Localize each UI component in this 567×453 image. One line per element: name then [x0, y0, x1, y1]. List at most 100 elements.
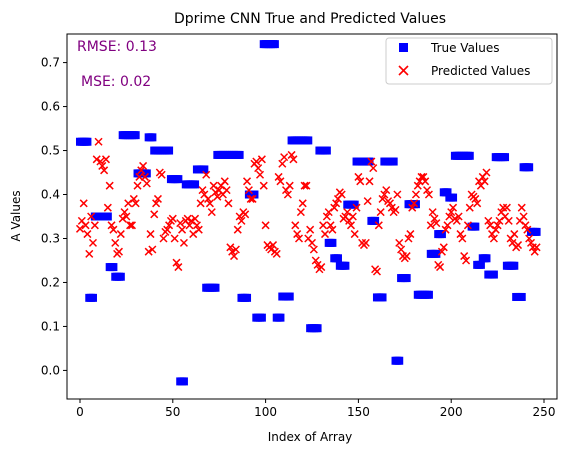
- predicted-value-point: [460, 252, 469, 261]
- true-value-point: [432, 249, 441, 258]
- predicted-value-point: [491, 225, 500, 234]
- legend-label-predicted: Predicted Values: [431, 64, 530, 78]
- predicted-value-point: [226, 243, 235, 252]
- predicted-value-point: [324, 208, 333, 217]
- predicted-value-point: [246, 194, 255, 203]
- predicted-value-point: [363, 197, 372, 206]
- predicted-value-point: [127, 221, 136, 230]
- predicted-value-point: [456, 230, 465, 239]
- predicted-value-point: [268, 241, 278, 250]
- predicted-value-point: [445, 212, 454, 221]
- predicted-value-point: [311, 256, 320, 265]
- x-axis-label: Index of Array: [268, 430, 353, 444]
- predicted-value-point: [285, 181, 294, 190]
- true-value-point: [83, 137, 92, 146]
- predicted-value-point: [129, 194, 138, 203]
- predicted-value-point: [372, 267, 381, 276]
- predicted-value-point: [255, 170, 265, 179]
- predicted-value-point: [176, 219, 185, 228]
- predicted-value-point: [248, 194, 257, 203]
- predicted-value-point: [465, 203, 474, 212]
- predicted-value-point: [428, 208, 437, 217]
- predicted-value-point: [354, 172, 363, 181]
- true-value-point: [365, 157, 374, 166]
- predicted-value-point: [267, 245, 276, 254]
- y-tick-label: 0.2: [41, 275, 60, 289]
- true-value-point: [109, 263, 118, 272]
- predicted-value-point: [320, 230, 330, 239]
- predicted-value-point: [259, 181, 268, 190]
- true-value-point: [341, 261, 350, 270]
- predicted-value-point: [462, 256, 471, 265]
- predicted-value-point: [447, 208, 456, 217]
- legend-box: [385, 37, 553, 85]
- predicted-value-point: [228, 247, 237, 256]
- true-value-point: [328, 238, 337, 247]
- predicted-value-point: [404, 234, 413, 243]
- true-value-point: [257, 313, 266, 322]
- true-value-point: [437, 230, 446, 239]
- predicted-value-point: [192, 221, 201, 230]
- true-value-point: [211, 283, 220, 292]
- x-tick-label: 50: [165, 405, 180, 419]
- predicted-value-point: [424, 190, 433, 199]
- predicted-value-point: [397, 245, 406, 254]
- legend-label-true: True Values: [430, 41, 500, 55]
- predicted-value-point: [105, 181, 114, 190]
- predicted-value-point: [231, 245, 240, 254]
- predicted-value-point: [150, 210, 159, 219]
- predicted-value-point: [185, 221, 194, 230]
- predicted-values-series: [75, 137, 541, 276]
- predicted-value-point: [326, 221, 335, 230]
- predicted-value-point: [365, 177, 374, 186]
- legend: True Values Predicted Values: [385, 37, 553, 85]
- predicted-value-point: [85, 249, 94, 258]
- y-tick-label: 0.0: [41, 363, 60, 377]
- predicted-value-point: [224, 199, 233, 208]
- predicted-value-point: [87, 212, 96, 221]
- predicted-value-point: [254, 164, 263, 173]
- predicted-value-point: [452, 216, 461, 225]
- predicted-value-point: [510, 230, 519, 239]
- predicted-value-point: [140, 172, 149, 181]
- true-value-point: [313, 324, 322, 333]
- true-value-point: [131, 131, 140, 140]
- true-value-point: [395, 356, 404, 365]
- true-value-point: [285, 292, 294, 301]
- predicted-value-point: [406, 230, 415, 239]
- predicted-value-point: [330, 203, 339, 212]
- predicted-value-point: [278, 159, 287, 168]
- true-value-point: [489, 270, 498, 279]
- true-value-point: [465, 151, 474, 160]
- predicted-value-point: [423, 186, 432, 195]
- predicted-value-point: [261, 221, 270, 230]
- predicted-value-point: [137, 166, 146, 175]
- predicted-value-point: [346, 221, 356, 230]
- predicted-value-point: [111, 238, 120, 247]
- predicted-value-point: [120, 208, 129, 217]
- predicted-value-point: [402, 252, 411, 261]
- predicted-value-point: [92, 155, 101, 164]
- predicted-value-point: [172, 258, 181, 267]
- predicted-value-point: [376, 208, 385, 217]
- predicted-value-point: [419, 172, 428, 181]
- predicted-value-point: [126, 221, 135, 230]
- predicted-value-point: [523, 225, 532, 234]
- x-tick-label: 150: [347, 405, 370, 419]
- predicted-value-point: [430, 214, 439, 223]
- predicted-value-point: [356, 177, 365, 186]
- true-value-point: [243, 293, 252, 302]
- y-tick-label: 0.4: [41, 188, 60, 202]
- predicted-value-point: [257, 155, 266, 164]
- predicted-value-point: [332, 199, 341, 208]
- predicted-value-point: [204, 194, 213, 203]
- true-value-point: [116, 272, 125, 281]
- y-tick-label: 0.3: [41, 231, 60, 245]
- predicted-value-point: [280, 153, 289, 162]
- predicted-value-point: [486, 221, 495, 230]
- predicted-value-point: [471, 194, 480, 203]
- legend-marker-predicted: [398, 65, 409, 76]
- predicted-value-point: [352, 203, 361, 212]
- true-value-point: [276, 313, 285, 322]
